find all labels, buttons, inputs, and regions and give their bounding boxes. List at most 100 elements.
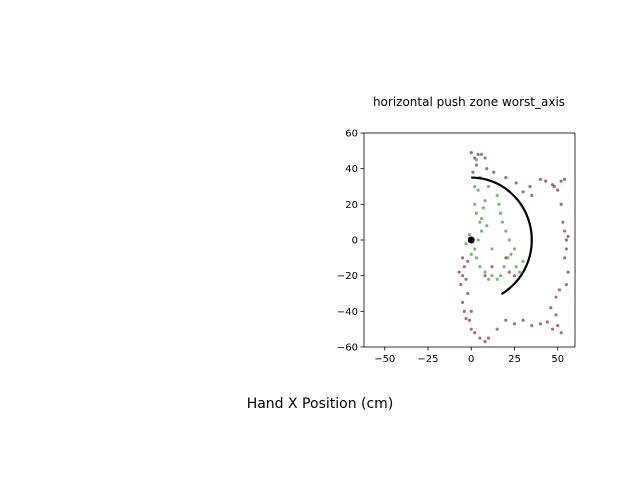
data-point bbox=[490, 265, 494, 269]
data-point bbox=[469, 252, 473, 256]
x-axis-label: Hand X Position (cm) bbox=[247, 396, 394, 412]
data-point bbox=[486, 184, 491, 189]
data-point bbox=[483, 270, 487, 274]
data-point bbox=[507, 238, 511, 242]
data-point bbox=[473, 202, 477, 206]
data-point bbox=[462, 265, 466, 269]
data-point bbox=[563, 229, 567, 233]
data-point bbox=[471, 170, 475, 174]
x-axis: −50 −25 0 25 50 bbox=[374, 347, 564, 365]
data-point bbox=[556, 188, 560, 192]
data-point bbox=[492, 170, 496, 174]
data-point bbox=[561, 220, 565, 224]
overlay-layer bbox=[467, 176, 533, 295]
data-point bbox=[480, 152, 484, 156]
data-point bbox=[559, 331, 563, 335]
center-point bbox=[467, 236, 475, 244]
data-point bbox=[457, 270, 461, 274]
data-point bbox=[509, 252, 513, 256]
data-point bbox=[466, 291, 470, 296]
data-point bbox=[504, 175, 508, 180]
data-point bbox=[504, 318, 508, 322]
data-point bbox=[550, 327, 555, 331]
y-tick-label: 60 bbox=[345, 129, 358, 140]
data-point bbox=[469, 309, 473, 313]
data-point bbox=[563, 256, 567, 260]
data-point bbox=[476, 238, 480, 242]
data-point bbox=[480, 217, 484, 221]
x-tick-label: 0 bbox=[468, 354, 474, 365]
data-point bbox=[478, 336, 482, 340]
data-point bbox=[485, 224, 489, 228]
data-point bbox=[538, 322, 543, 326]
data-point bbox=[521, 190, 525, 194]
data-point bbox=[460, 300, 465, 305]
data-point bbox=[566, 234, 570, 239]
data-point bbox=[538, 177, 543, 181]
data-point bbox=[478, 220, 482, 224]
zone-boundary-arc bbox=[471, 176, 533, 295]
data-point bbox=[514, 181, 518, 185]
data-point bbox=[467, 318, 472, 322]
data-point bbox=[495, 327, 499, 331]
data-point bbox=[554, 295, 558, 299]
data-point bbox=[486, 277, 491, 281]
data-point bbox=[530, 193, 534, 198]
data-point bbox=[469, 327, 473, 331]
data-point bbox=[505, 256, 510, 260]
data-point bbox=[500, 220, 504, 224]
data-point bbox=[564, 247, 568, 251]
data-point bbox=[473, 331, 477, 335]
x-tick-label: 50 bbox=[551, 354, 564, 365]
data-point bbox=[464, 277, 468, 281]
data-point bbox=[499, 211, 503, 215]
data-point bbox=[485, 167, 489, 171]
x-tick-label: 25 bbox=[508, 354, 521, 365]
data-point bbox=[474, 158, 479, 162]
data-point bbox=[474, 163, 479, 167]
data-point bbox=[462, 309, 466, 313]
data-point bbox=[473, 247, 477, 251]
data-point bbox=[563, 177, 567, 181]
data-point bbox=[554, 313, 558, 317]
data-point bbox=[557, 288, 562, 292]
y-axis: −60 −40 −20 0 20 40 60 bbox=[337, 129, 364, 354]
data-point bbox=[460, 274, 465, 278]
data-point bbox=[544, 179, 548, 183]
data-point bbox=[495, 277, 499, 281]
y-tick-label: 40 bbox=[345, 164, 358, 175]
points-layer bbox=[457, 151, 570, 344]
data-point bbox=[476, 152, 480, 156]
data-point bbox=[483, 340, 487, 344]
data-point bbox=[518, 270, 522, 274]
data-point bbox=[566, 270, 570, 274]
data-point bbox=[497, 202, 501, 206]
data-point bbox=[481, 206, 485, 210]
data-point bbox=[521, 259, 525, 263]
data-point bbox=[474, 211, 479, 215]
data-point bbox=[464, 316, 468, 321]
plot-area: −50 −25 0 25 50 −60 −40 −20 0 20 40 60 bbox=[337, 129, 576, 365]
y-tick-label: −20 bbox=[337, 271, 358, 282]
data-point bbox=[507, 270, 511, 274]
data-point bbox=[469, 151, 473, 155]
data-point bbox=[504, 229, 508, 233]
data-point bbox=[486, 336, 491, 340]
data-point bbox=[545, 320, 549, 324]
data-point bbox=[467, 233, 472, 237]
data-point bbox=[512, 322, 517, 326]
data-point bbox=[530, 324, 534, 328]
data-point bbox=[473, 184, 477, 189]
y-tick-label: −40 bbox=[337, 307, 358, 318]
x-tick-label: −50 bbox=[374, 354, 395, 365]
data-point bbox=[476, 188, 480, 192]
data-point bbox=[460, 256, 465, 260]
data-point bbox=[483, 274, 487, 278]
data-point bbox=[483, 199, 487, 203]
data-point bbox=[490, 247, 494, 251]
data-point bbox=[502, 265, 506, 269]
data-point bbox=[564, 282, 568, 287]
data-point bbox=[521, 318, 525, 322]
